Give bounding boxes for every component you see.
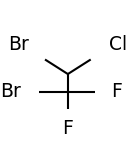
Text: Cl: Cl: [109, 35, 127, 54]
Text: Br: Br: [9, 35, 29, 54]
Text: F: F: [111, 82, 122, 101]
Text: F: F: [62, 119, 73, 138]
Text: Br: Br: [0, 82, 21, 101]
